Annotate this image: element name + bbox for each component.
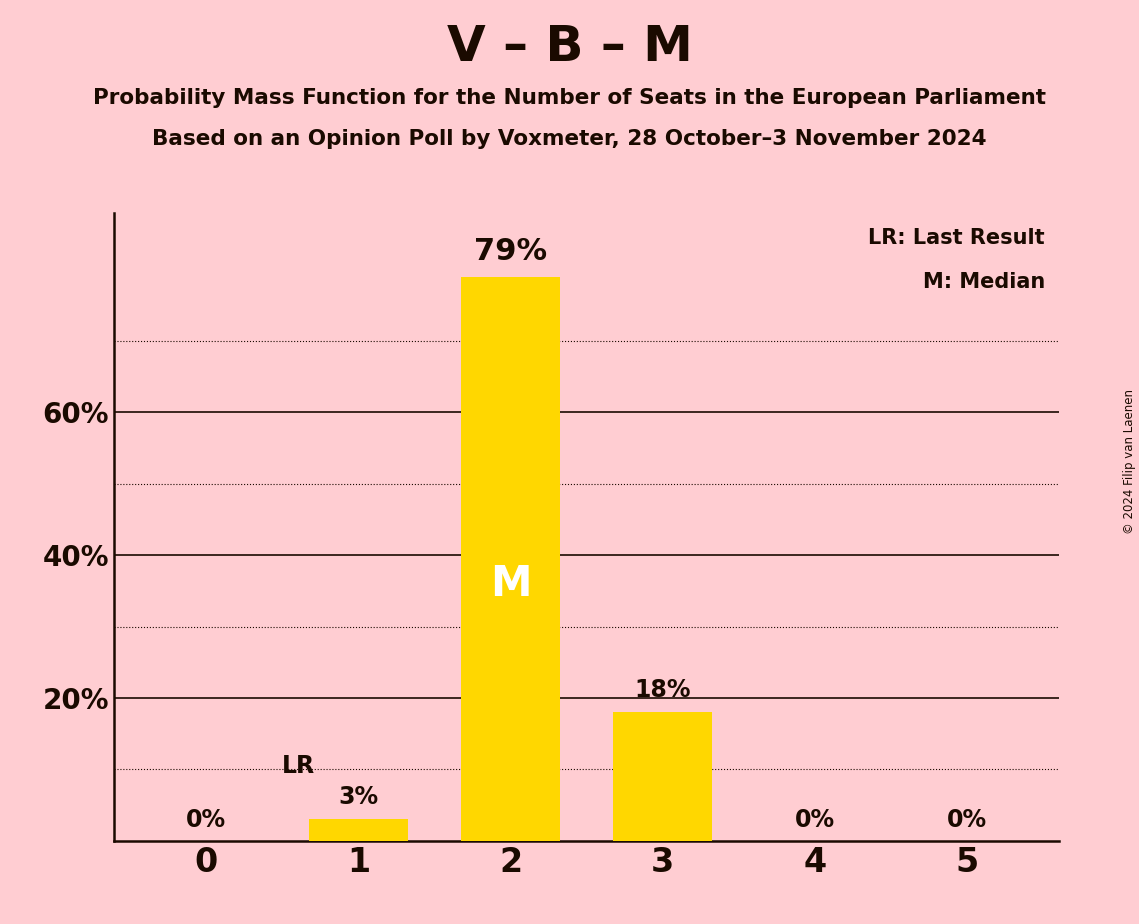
Text: 0%: 0% [187,808,227,833]
Text: 3%: 3% [338,784,378,808]
Bar [309,820,408,841]
Text: 18%: 18% [634,677,691,701]
Text: LR: LR [282,754,316,778]
Text: 0%: 0% [795,808,835,833]
Text: 0%: 0% [947,808,986,833]
Text: V – B – M: V – B – M [446,23,693,71]
Text: Probability Mass Function for the Number of Seats in the European Parliament: Probability Mass Function for the Number… [93,88,1046,108]
Text: Based on an Opinion Poll by Voxmeter, 28 October–3 November 2024: Based on an Opinion Poll by Voxmeter, 28… [153,129,986,150]
Bar [461,277,560,841]
Text: LR: Last Result: LR: Last Result [868,228,1046,249]
Bar [613,712,712,841]
Text: M: M [490,564,531,605]
Text: M: Median: M: Median [923,273,1046,292]
Text: © 2024 Filip van Laenen: © 2024 Filip van Laenen [1123,390,1136,534]
Text: 79%: 79% [474,237,547,266]
